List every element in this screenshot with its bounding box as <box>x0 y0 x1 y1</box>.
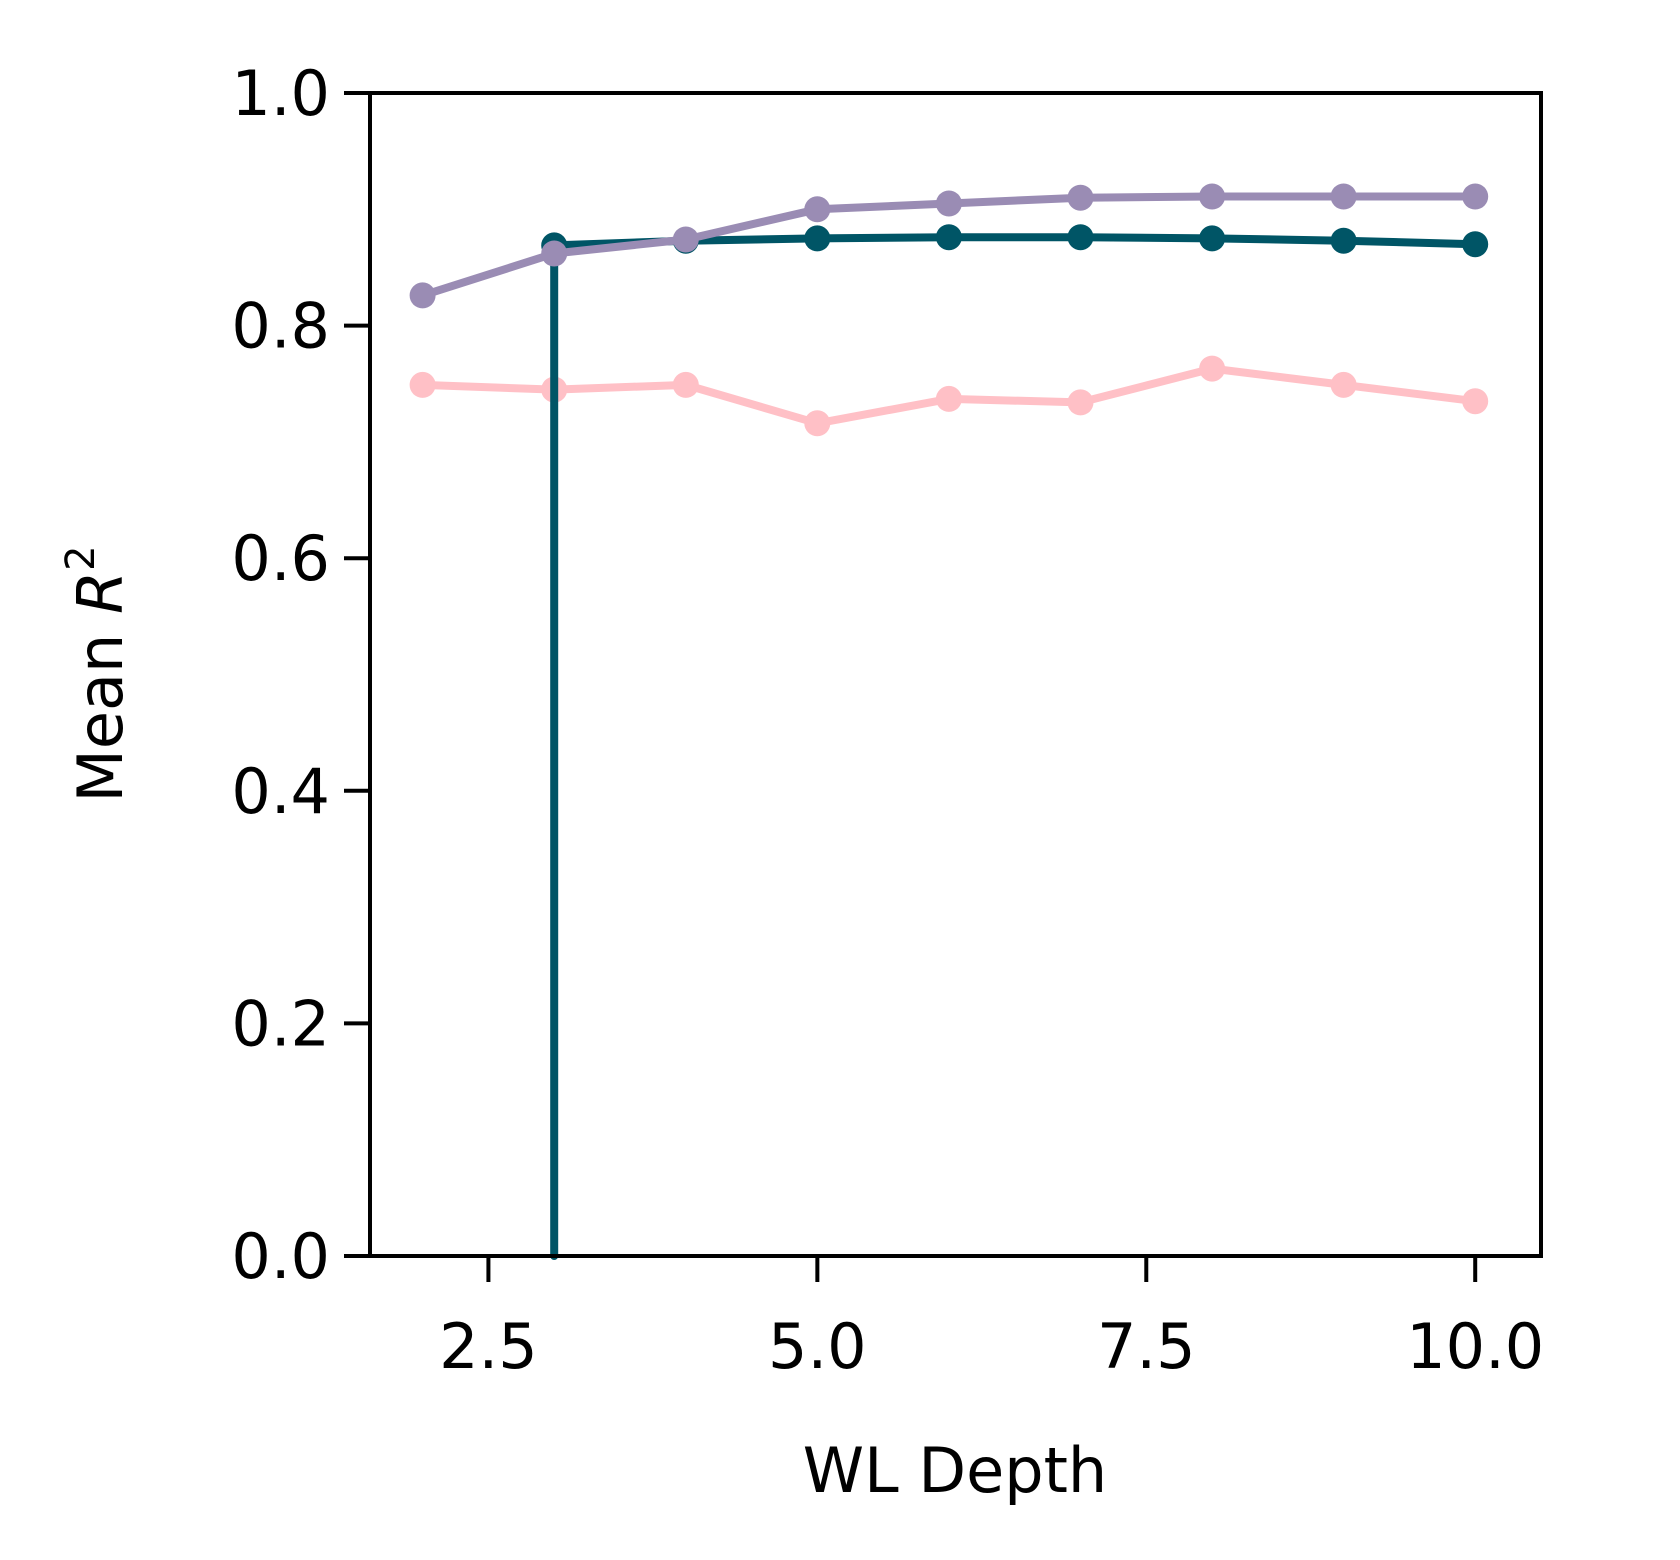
series-2-point <box>1330 227 1357 254</box>
y-tick-label: 0.8 <box>231 290 330 363</box>
y-tick-label: 1.0 <box>231 57 330 130</box>
y-axis-label-superscript: 2 <box>58 545 104 570</box>
series-2-point <box>804 225 831 252</box>
series-1-point <box>409 371 436 398</box>
series-1-point <box>1462 388 1489 415</box>
series-2-point <box>1199 225 1226 252</box>
series-2-point <box>935 224 962 251</box>
series-3-point <box>1330 183 1357 210</box>
series-3-point <box>541 240 568 267</box>
series-3-point <box>1067 184 1094 211</box>
y-tick-label: 0.2 <box>231 987 330 1060</box>
ticks-layer: 2.5 5.0 7.5 10.0 0.0 0.2 0.4 0.6 0.8 1.0 <box>231 57 1544 1383</box>
series-3-point <box>1199 183 1226 210</box>
series-3-point <box>409 282 436 309</box>
series-1-point <box>1199 355 1226 382</box>
series-2-point <box>1067 224 1094 251</box>
x-tick-label: 5.0 <box>768 1310 867 1383</box>
x-tick-label: 10.0 <box>1406 1310 1544 1383</box>
series-1-point <box>935 385 962 412</box>
series-2-point <box>1462 231 1489 258</box>
y-tick-label: 0.0 <box>231 1220 330 1293</box>
x-tick-label: 7.5 <box>1097 1310 1196 1383</box>
series-1-point <box>804 410 831 437</box>
series-3-point <box>804 196 831 223</box>
y-axis-label-variable: R <box>64 571 137 614</box>
y-tick-label: 0.4 <box>231 755 330 828</box>
series-1-point <box>1067 389 1094 416</box>
plot-frame <box>368 91 1543 1258</box>
series-3-point <box>1462 183 1489 210</box>
y-tick-label: 0.6 <box>231 522 330 595</box>
series-layer <box>409 183 1489 1260</box>
series-1-point <box>1330 371 1357 398</box>
x-tick-label: 2.5 <box>439 1310 538 1383</box>
series-3-point <box>935 190 962 217</box>
y-axis-label-text: Mean <box>64 614 137 803</box>
x-axis-label: WL Depth <box>803 1434 1107 1507</box>
series-1-point <box>672 371 699 398</box>
series-3-point <box>672 226 699 253</box>
y-axis-label: Mean R2 <box>58 545 137 802</box>
